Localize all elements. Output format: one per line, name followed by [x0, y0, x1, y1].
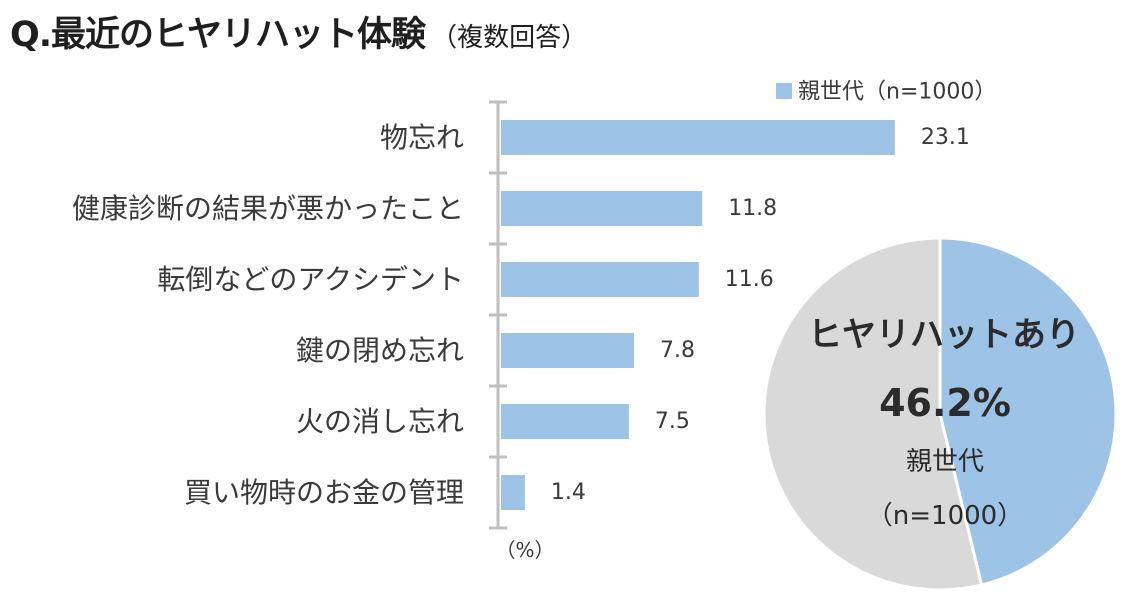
- bar: [501, 262, 699, 297]
- legend-swatch: [776, 83, 792, 99]
- pie-chart: ヒヤリハットあり 46.2% 親世代 （n=1000）: [762, 236, 1118, 592]
- bar: [501, 404, 629, 439]
- value-label: 23.1: [921, 125, 970, 150]
- category-label: 健康診断の結果が悪かったこと: [72, 192, 464, 225]
- pie-percent: 46.2%: [879, 381, 1011, 425]
- category-label: 火の消し忘れ: [296, 405, 464, 438]
- page-title: Q.最近のヒヤリハット体験 （複数回答）: [10, 6, 587, 57]
- value-label: 7.8: [660, 338, 695, 363]
- bar: [501, 191, 703, 226]
- category-label: 転倒などのアクシデント: [157, 263, 464, 296]
- chart-legend: 親世代（n=1000）: [776, 80, 996, 105]
- bar: [501, 120, 895, 155]
- bar-chart: 物忘れ 23.1 健康診断の結果が悪かったこと 11.8 転倒などのアクシデント 11.6…: [72, 100, 970, 562]
- legend-label: 親世代（n=1000）: [798, 80, 996, 105]
- bar: [501, 475, 525, 510]
- pie-group-label: 親世代: [906, 447, 984, 477]
- category-label: 買い物時のお金の管理: [184, 476, 464, 509]
- pie-heading: ヒヤリハットあり: [808, 315, 1080, 355]
- category-label: 鍵の閉め忘れ: [296, 334, 464, 367]
- pie-n-label: （n=1000）: [867, 501, 1023, 531]
- pie-slice: [762, 236, 984, 592]
- title-text: Q.最近のヒヤリハット体験: [10, 15, 426, 55]
- value-label: 1.4: [551, 480, 586, 505]
- value-label: 11.6: [725, 267, 774, 292]
- category-label: 物忘れ: [380, 121, 464, 154]
- title-subtitle: （複数回答）: [431, 23, 588, 53]
- bar: [501, 333, 634, 368]
- pie-slice: [938, 236, 1118, 587]
- unit-label: （%）: [495, 538, 554, 562]
- value-label: 7.5: [655, 409, 690, 434]
- value-label: 11.8: [728, 196, 777, 221]
